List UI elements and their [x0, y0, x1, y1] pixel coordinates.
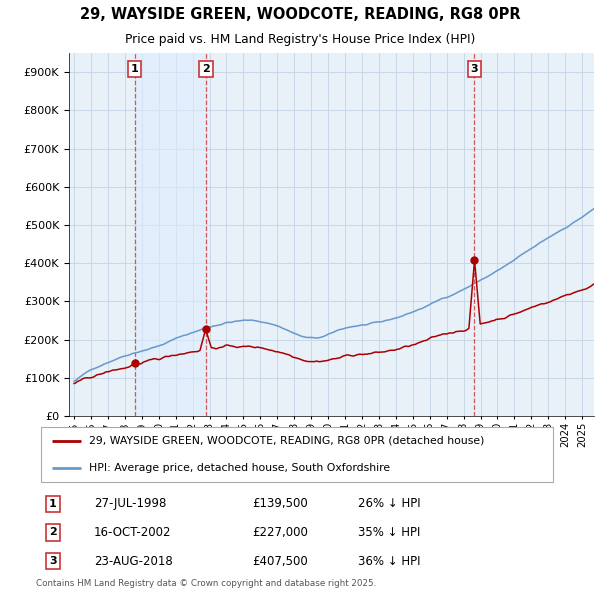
Text: 2: 2 — [49, 527, 57, 537]
Text: Contains HM Land Registry data © Crown copyright and database right 2025.: Contains HM Land Registry data © Crown c… — [36, 579, 376, 588]
Text: 2: 2 — [202, 64, 210, 74]
Text: 29, WAYSIDE GREEN, WOODCOTE, READING, RG8 0PR: 29, WAYSIDE GREEN, WOODCOTE, READING, RG… — [80, 6, 520, 22]
Text: £227,000: £227,000 — [253, 526, 308, 539]
Text: 3: 3 — [49, 556, 57, 566]
Text: £139,500: £139,500 — [253, 497, 308, 510]
Text: 36% ↓ HPI: 36% ↓ HPI — [358, 555, 421, 568]
Text: 16-OCT-2002: 16-OCT-2002 — [94, 526, 172, 539]
Text: HPI: Average price, detached house, South Oxfordshire: HPI: Average price, detached house, Sout… — [89, 463, 390, 473]
Text: 3: 3 — [470, 64, 478, 74]
Text: 35% ↓ HPI: 35% ↓ HPI — [358, 526, 421, 539]
Text: 26% ↓ HPI: 26% ↓ HPI — [358, 497, 421, 510]
Text: £407,500: £407,500 — [253, 555, 308, 568]
Text: 27-JUL-1998: 27-JUL-1998 — [94, 497, 166, 510]
Text: 23-AUG-2018: 23-AUG-2018 — [94, 555, 173, 568]
Text: 29, WAYSIDE GREEN, WOODCOTE, READING, RG8 0PR (detached house): 29, WAYSIDE GREEN, WOODCOTE, READING, RG… — [89, 436, 484, 445]
Text: Price paid vs. HM Land Registry's House Price Index (HPI): Price paid vs. HM Land Registry's House … — [125, 32, 475, 45]
Text: 1: 1 — [131, 64, 139, 74]
Bar — [135, 53, 206, 416]
Text: 1: 1 — [49, 499, 57, 509]
FancyBboxPatch shape — [41, 427, 553, 482]
